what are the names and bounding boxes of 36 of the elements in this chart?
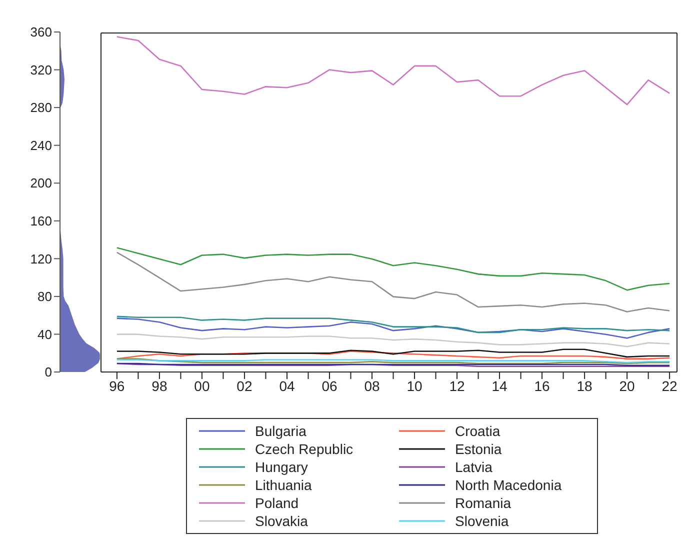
y-tick-label: 80 (38, 289, 52, 304)
legend-label: Slovakia (255, 513, 308, 529)
x-tick-label: 96 (109, 378, 125, 394)
legend-label: North Macedonia (455, 477, 562, 493)
y-tick-label: 360 (30, 24, 52, 40)
x-tick-label: 06 (322, 378, 338, 394)
y-tick-label: 0 (44, 364, 52, 380)
y-tick-label: 160 (30, 214, 52, 229)
x-tick-label: 12 (449, 378, 466, 394)
legend-label: Latvia (455, 459, 492, 475)
x-tick-label: 16 (534, 378, 550, 394)
legend-label: Slovenia (455, 513, 509, 529)
legend-label: Lithuania (255, 477, 312, 493)
legend-label: Hungary (255, 459, 308, 475)
legend-label: Romania (455, 495, 512, 511)
x-tick-label: 98 (152, 378, 168, 394)
x-tick-label: 02 (236, 378, 252, 394)
x-tick-label: 04 (279, 378, 295, 394)
x-tick-label: 22 (662, 378, 678, 394)
x-tick-label: 00 (194, 378, 210, 394)
y-tick-label: 240 (30, 138, 52, 153)
y-tick-label: 320 (30, 62, 52, 78)
x-tick-label: 10 (406, 378, 423, 394)
legend-label: Croatia (455, 423, 500, 439)
y-tick-label: 40 (38, 326, 52, 342)
x-tick-label: 18 (576, 378, 593, 394)
legend-label: Czech Republic (255, 441, 354, 457)
x-tick-label: 14 (492, 378, 508, 394)
legend-label: Estonia (455, 441, 502, 457)
x-tick-label: 08 (364, 378, 380, 394)
legend-label: Bulgaria (255, 423, 306, 439)
x-tick-label: 20 (619, 378, 636, 394)
y-tick-label: 280 (30, 100, 52, 116)
legend-label: Poland (255, 495, 299, 511)
y-tick-label: 200 (30, 176, 52, 191)
y-tick-label: 120 (30, 251, 52, 266)
